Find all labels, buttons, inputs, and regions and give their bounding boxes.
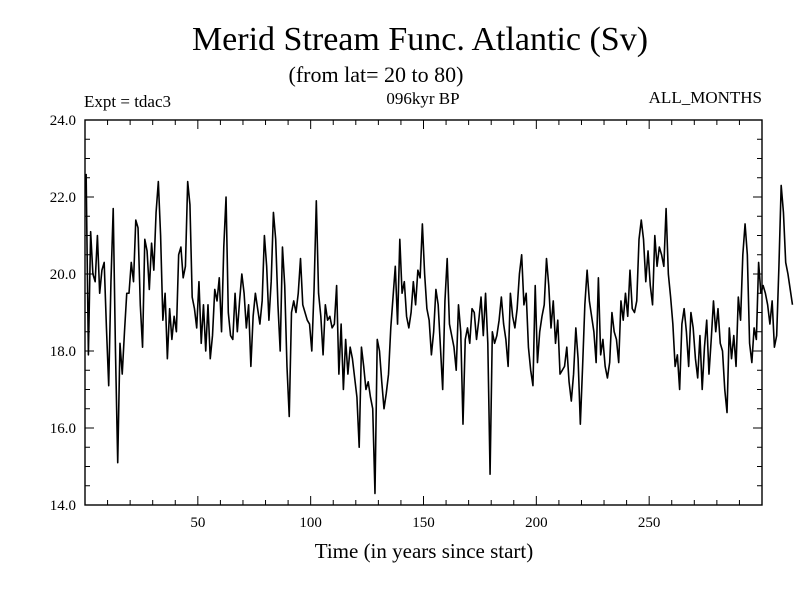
x-tick-label: 100 — [299, 515, 322, 531]
plot-frame — [84, 119, 763, 506]
months-label: ALL_MONTHS — [649, 88, 762, 107]
series-line — [85, 173, 794, 495]
y-tick-label: 20.0 — [50, 267, 76, 283]
y-tick-label: 22.0 — [50, 190, 76, 206]
x-axis-tick-labels: 50 100 150 200 250 — [190, 515, 660, 531]
y-tick-label: 14.0 — [50, 498, 76, 514]
y-axis-ticks — [85, 138, 762, 487]
period-label: 096kyr BP — [386, 89, 459, 108]
x-tick-label: 150 — [412, 515, 435, 531]
chart-title: Merid Stream Func. Atlantic (Sv) — [192, 21, 648, 58]
x-axis-ticks — [107, 120, 740, 505]
y-tick-label: 18.0 — [50, 344, 76, 360]
x-tick-label: 50 — [190, 515, 205, 531]
y-axis-tick-labels: 14.0 16.0 18.0 20.0 22.0 24.0 — [50, 113, 76, 514]
experiment-label: Expt = tdac3 — [84, 92, 171, 111]
x-tick-label: 200 — [525, 515, 548, 531]
x-axis-label: Time (in years since start) — [315, 539, 534, 563]
y-tick-label: 24.0 — [50, 113, 76, 129]
y-tick-label: 16.0 — [50, 421, 76, 437]
chart-subtitle: (from lat= 20 to 80) — [289, 62, 464, 87]
x-tick-label: 250 — [638, 515, 661, 531]
